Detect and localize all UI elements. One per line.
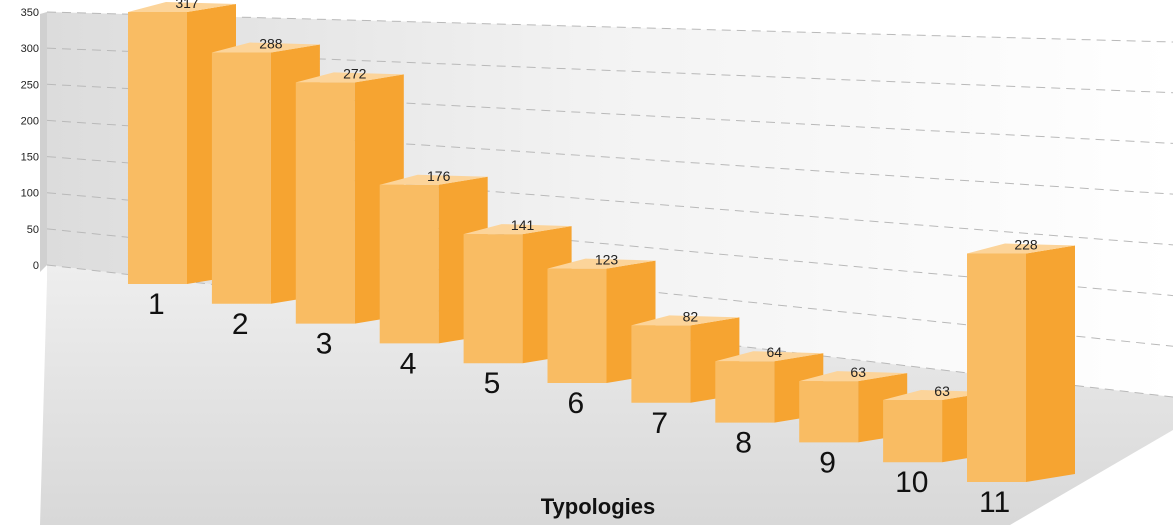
y-tick-label: 350 [21,7,39,19]
category-label: 6 [568,387,585,420]
category-label: 1 [148,288,165,321]
bar: 228 [967,237,1075,482]
y-tick-label: 250 [21,79,39,91]
bar-front-face [631,325,691,403]
y-tick-label: 50 [27,224,39,236]
y-tick-label: 200 [21,115,39,127]
bar-front-face [463,234,523,364]
left-wall-edge [40,12,47,272]
bar-top-face [799,371,908,382]
bar-front-face [799,381,859,443]
bar-front-face [128,12,187,284]
category-label: 4 [400,347,417,380]
bar-front-face [295,82,355,324]
bar-front-face [547,268,607,383]
category-label: 7 [651,407,668,440]
bar: 123 [547,252,656,383]
bar-front-face [883,399,943,463]
bar-front-face [211,52,271,304]
bar-top-face [295,72,404,83]
bar-top-face [379,174,488,185]
y-tick-label: 150 [21,152,39,164]
bar-value-label: 288 [259,36,283,52]
bar-value-label: 82 [683,308,699,324]
bar-top-face [715,351,824,362]
category-label: 8 [735,427,752,460]
bar-top-face [631,315,740,326]
bar-top-face [211,42,320,53]
category-label: 5 [484,367,501,400]
bar-front-face [379,184,439,344]
bar-value-label: 123 [595,252,619,268]
category-label: 3 [316,328,333,361]
bar-value-label: 272 [343,65,367,81]
bar-value-label: 63 [934,383,950,399]
bar-top-face [547,258,656,269]
bar-value-label: 141 [511,217,535,233]
bar-value-label: 228 [1014,237,1038,253]
category-label: 2 [232,308,249,341]
y-tick-label: 0 [33,260,39,272]
category-label: 10 [895,466,928,499]
bar-top-face [883,389,992,400]
bar-value-label: 64 [767,344,783,360]
category-label: 9 [819,446,836,479]
bar-front-face [967,253,1026,482]
y-tick-label: 100 [21,188,39,200]
category-label: 11 [979,486,1010,519]
bar-value-label: 63 [850,364,866,380]
bar-top-face [967,243,1075,254]
y-tick-label: 300 [21,43,39,55]
bar-side-face [1026,245,1075,482]
bar-top-face [463,224,572,235]
x-axis-title: Typologies [541,494,656,519]
bar-front-face [715,361,775,423]
bar-value-label: 176 [427,168,451,184]
bar-top-face [128,2,236,13]
bar-value-label: 317 [175,0,199,11]
